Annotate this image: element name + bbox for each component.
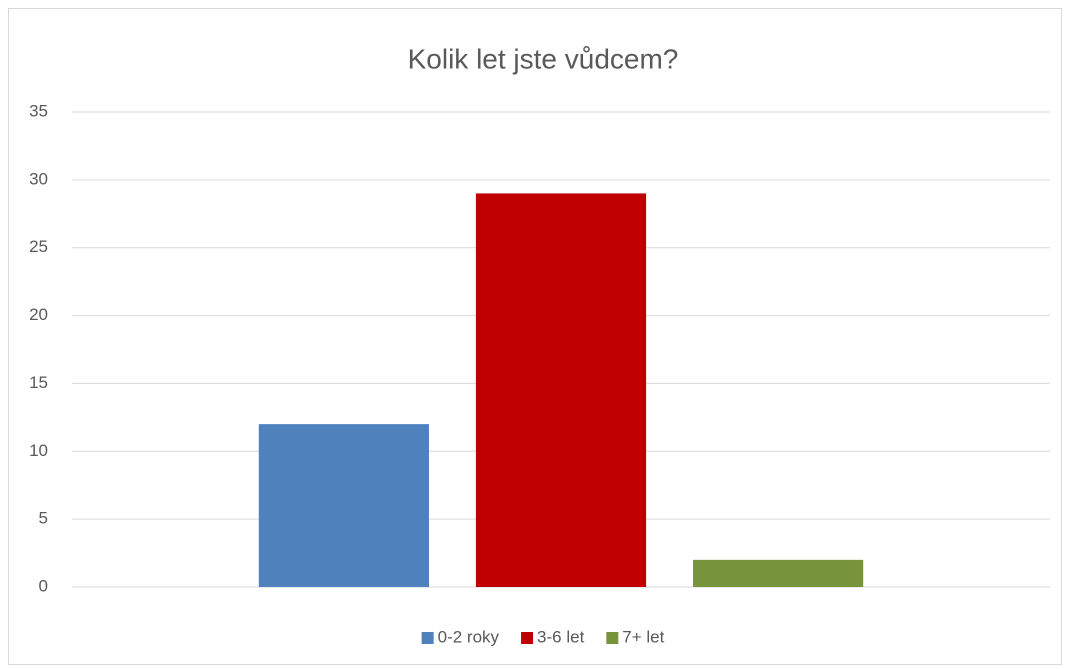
y-tick-label: 30: [29, 169, 48, 188]
bar: [475, 193, 647, 587]
y-tick-label: 0: [39, 576, 48, 595]
legend-label: 3-6 let: [537, 627, 585, 646]
legend-label: 0-2 roky: [438, 627, 500, 646]
y-tick-label: 35: [29, 101, 48, 120]
legend-swatch: [606, 632, 619, 644]
y-tick-label: 20: [29, 305, 48, 324]
legend-label: 7+ let: [622, 627, 664, 646]
legend-swatch: [421, 632, 434, 644]
y-tick-label: 5: [39, 509, 48, 528]
legend-swatch: [521, 632, 534, 644]
y-tick-label: 10: [29, 441, 48, 460]
y-tick-label: 25: [29, 237, 48, 256]
y-tick-label: 15: [29, 373, 48, 392]
chart-title: Kolik let jste vůdcem?: [408, 43, 679, 74]
bar: [258, 424, 429, 587]
bar: [693, 559, 864, 587]
